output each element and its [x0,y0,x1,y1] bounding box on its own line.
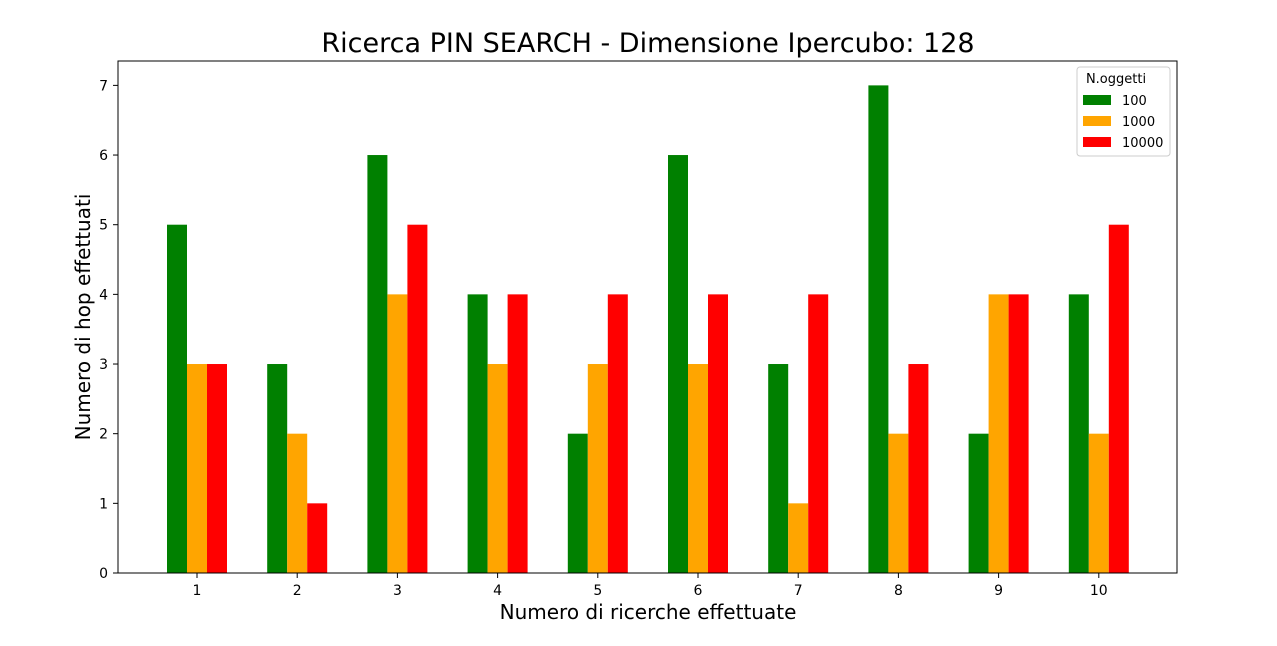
bar-series-100-cat-8 [868,85,889,573]
bar-series-1000-cat-8 [888,433,909,573]
bar-series-100-cat-4 [467,294,488,573]
bar-series-1000-cat-1 [187,364,207,573]
bar-series-10000-cat-6 [708,294,728,573]
legend-label-10000: 10000 [1122,136,1163,151]
y-axis-label: Numero di hop effettuati [71,194,95,441]
bar-series-10000-cat-2 [307,503,328,573]
chart-title: Ricerca PIN SEARCH - Dimensione Ipercubo… [321,28,974,59]
bar-series-1000-cat-7 [788,503,809,573]
y-tick-label: 3 [99,357,108,373]
y-tick-label: 2 [99,427,108,443]
bar-series-100-cat-3 [367,155,388,574]
legend: N.oggetti 100 1000 10000 [1076,66,1171,157]
x-tick-label: 8 [894,583,903,599]
y-axis-ticks: 0 1 2 3 4 5 6 7 [99,78,118,582]
bar-series-100-cat-1 [167,224,187,573]
legend-entries: 100 1000 10000 [1083,94,1163,151]
bar-series-10000-cat-4 [507,294,528,573]
legend-swatch-10000 [1083,137,1111,147]
y-tick-label: 6 [99,148,108,164]
bar-series-100-cat-6 [668,155,688,574]
bar-series-1000-cat-3 [387,294,408,573]
bar-series-100-cat-9 [968,433,989,573]
bar-series-10000-cat-5 [607,294,628,573]
bar-series-10000-cat-10 [1108,224,1129,573]
bar-series-10000-cat-1 [207,364,227,573]
y-tick-label: 4 [99,287,108,303]
bar-series-10000-cat-3 [407,224,428,573]
bar-series-1000-cat-10 [1088,433,1109,573]
legend-swatch-1000 [1083,116,1111,126]
x-axis-ticks: 1 2 3 4 5 6 7 8 9 10 [193,573,1108,599]
bar-series-1000-cat-2 [287,433,308,573]
x-tick-label: 2 [293,583,302,599]
bar-series-1000-cat-4 [487,364,508,573]
x-tick-label: 10 [1090,583,1108,599]
bar-series-100-cat-10 [1068,294,1089,573]
x-tick-label: 3 [393,583,402,599]
x-tick-label: 7 [794,583,803,599]
plot-frame [117,60,1178,574]
bar-series-1000-cat-5 [587,364,608,573]
y-tick-label: 0 [99,566,108,582]
legend-label-1000: 1000 [1122,115,1155,130]
bar-series-10000-cat-7 [808,294,829,573]
y-tick-label: 1 [99,496,108,512]
bar-series-100-cat-2 [267,364,288,573]
bar-series-100-cat-7 [768,364,789,573]
legend-swatch-100 [1083,95,1111,105]
bar-series-10000-cat-8 [908,364,929,573]
bar-series-1000-cat-6 [688,364,708,573]
legend-label-100: 100 [1122,94,1147,109]
y-tick-label: 7 [99,78,108,94]
bars-layer [167,85,1129,574]
x-tick-label: 9 [994,583,1003,599]
bar-series-10000-cat-9 [1008,294,1029,573]
bar-series-1000-cat-9 [988,294,1009,573]
legend-title: N.oggetti [1086,72,1146,87]
x-axis-label: Numero di ricerche effettuate [500,600,797,624]
x-tick-label: 4 [493,583,502,599]
bar-series-100-cat-5 [567,433,588,573]
x-tick-label: 6 [694,583,703,599]
legend-box [1076,66,1171,157]
y-tick-label: 5 [99,218,108,234]
x-tick-label: 5 [593,583,602,599]
x-tick-label: 1 [193,583,202,599]
